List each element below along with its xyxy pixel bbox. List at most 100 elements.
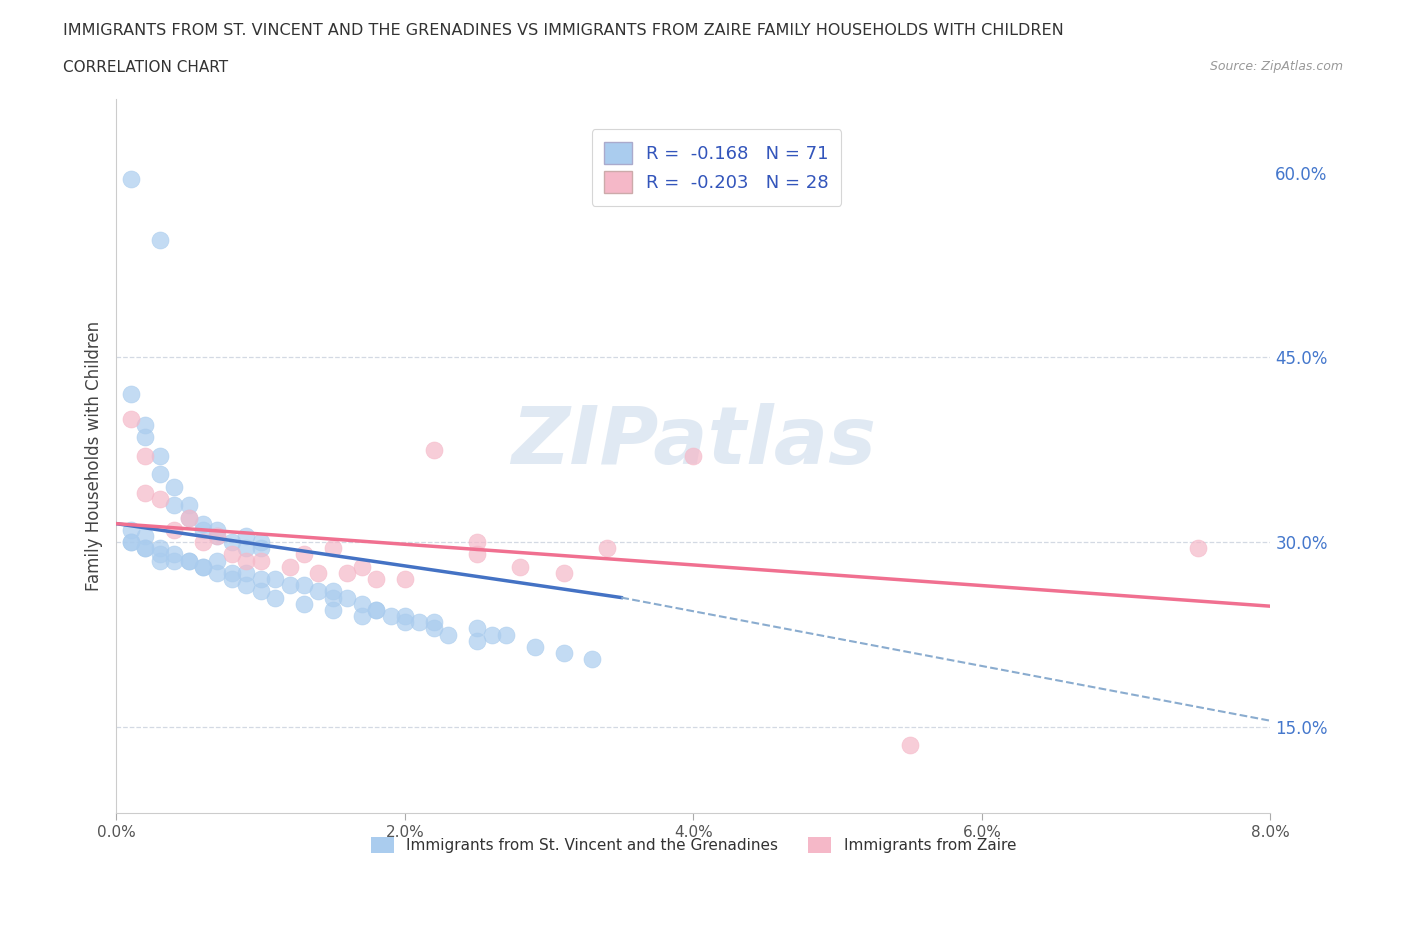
Point — [221, 572, 243, 587]
Point — [163, 479, 186, 494]
Point — [163, 523, 186, 538]
Point — [366, 603, 388, 618]
Point — [134, 541, 156, 556]
Point — [149, 547, 172, 562]
Point — [120, 387, 142, 402]
Point — [207, 528, 229, 543]
Point — [235, 565, 257, 580]
Point — [120, 411, 142, 426]
Point — [120, 535, 142, 550]
Point — [898, 737, 921, 752]
Point — [249, 553, 271, 568]
Point — [322, 603, 344, 618]
Point — [149, 541, 172, 556]
Point — [509, 559, 531, 574]
Point — [581, 652, 603, 667]
Point — [207, 523, 229, 538]
Point — [682, 448, 704, 463]
Point — [221, 547, 243, 562]
Point — [249, 535, 271, 550]
Point — [191, 559, 214, 574]
Point — [207, 565, 229, 580]
Point — [553, 565, 575, 580]
Point — [149, 553, 172, 568]
Point — [322, 541, 344, 556]
Point — [207, 553, 229, 568]
Point — [149, 492, 172, 507]
Text: CORRELATION CHART: CORRELATION CHART — [63, 60, 228, 75]
Point — [278, 578, 301, 592]
Text: Source: ZipAtlas.com: Source: ZipAtlas.com — [1209, 60, 1343, 73]
Point — [366, 572, 388, 587]
Point — [235, 578, 257, 592]
Point — [465, 547, 488, 562]
Point — [191, 523, 214, 538]
Point — [120, 523, 142, 538]
Point — [264, 572, 287, 587]
Point — [134, 430, 156, 445]
Point — [307, 584, 329, 599]
Point — [264, 591, 287, 605]
Point — [163, 547, 186, 562]
Point — [149, 467, 172, 482]
Point — [191, 516, 214, 531]
Point — [163, 553, 186, 568]
Point — [120, 171, 142, 186]
Point — [292, 578, 315, 592]
Point — [191, 559, 214, 574]
Point — [292, 547, 315, 562]
Point — [292, 596, 315, 611]
Point — [207, 528, 229, 543]
Point — [134, 528, 156, 543]
Point — [350, 596, 373, 611]
Point — [380, 608, 402, 623]
Point — [350, 559, 373, 574]
Point — [249, 572, 271, 587]
Point — [423, 621, 446, 636]
Point — [149, 232, 172, 247]
Point — [191, 535, 214, 550]
Point — [163, 498, 186, 512]
Point — [278, 559, 301, 574]
Point — [177, 498, 200, 512]
Legend: Immigrants from St. Vincent and the Grenadines, Immigrants from Zaire: Immigrants from St. Vincent and the Gren… — [364, 830, 1022, 859]
Point — [394, 608, 416, 623]
Point — [322, 584, 344, 599]
Point — [177, 510, 200, 525]
Point — [134, 448, 156, 463]
Point — [134, 485, 156, 500]
Point — [465, 535, 488, 550]
Point — [423, 615, 446, 630]
Point — [495, 627, 517, 642]
Point — [408, 615, 430, 630]
Point — [465, 633, 488, 648]
Point — [322, 591, 344, 605]
Point — [134, 418, 156, 432]
Point — [221, 535, 243, 550]
Point — [120, 535, 142, 550]
Point — [235, 541, 257, 556]
Point — [437, 627, 460, 642]
Point — [423, 443, 446, 458]
Text: IMMIGRANTS FROM ST. VINCENT AND THE GRENADINES VS IMMIGRANTS FROM ZAIRE FAMILY H: IMMIGRANTS FROM ST. VINCENT AND THE GREN… — [63, 23, 1064, 38]
Point — [394, 615, 416, 630]
Point — [149, 448, 172, 463]
Point — [177, 510, 200, 525]
Point — [350, 608, 373, 623]
Point — [307, 565, 329, 580]
Point — [394, 572, 416, 587]
Point — [465, 621, 488, 636]
Y-axis label: Family Households with Children: Family Households with Children — [86, 321, 103, 591]
Point — [523, 640, 546, 655]
Point — [336, 565, 359, 580]
Point — [177, 553, 200, 568]
Point — [596, 541, 619, 556]
Point — [336, 591, 359, 605]
Point — [177, 553, 200, 568]
Point — [134, 541, 156, 556]
Point — [249, 584, 271, 599]
Text: ZIPatlas: ZIPatlas — [510, 403, 876, 481]
Point — [553, 645, 575, 660]
Point — [235, 528, 257, 543]
Point — [221, 565, 243, 580]
